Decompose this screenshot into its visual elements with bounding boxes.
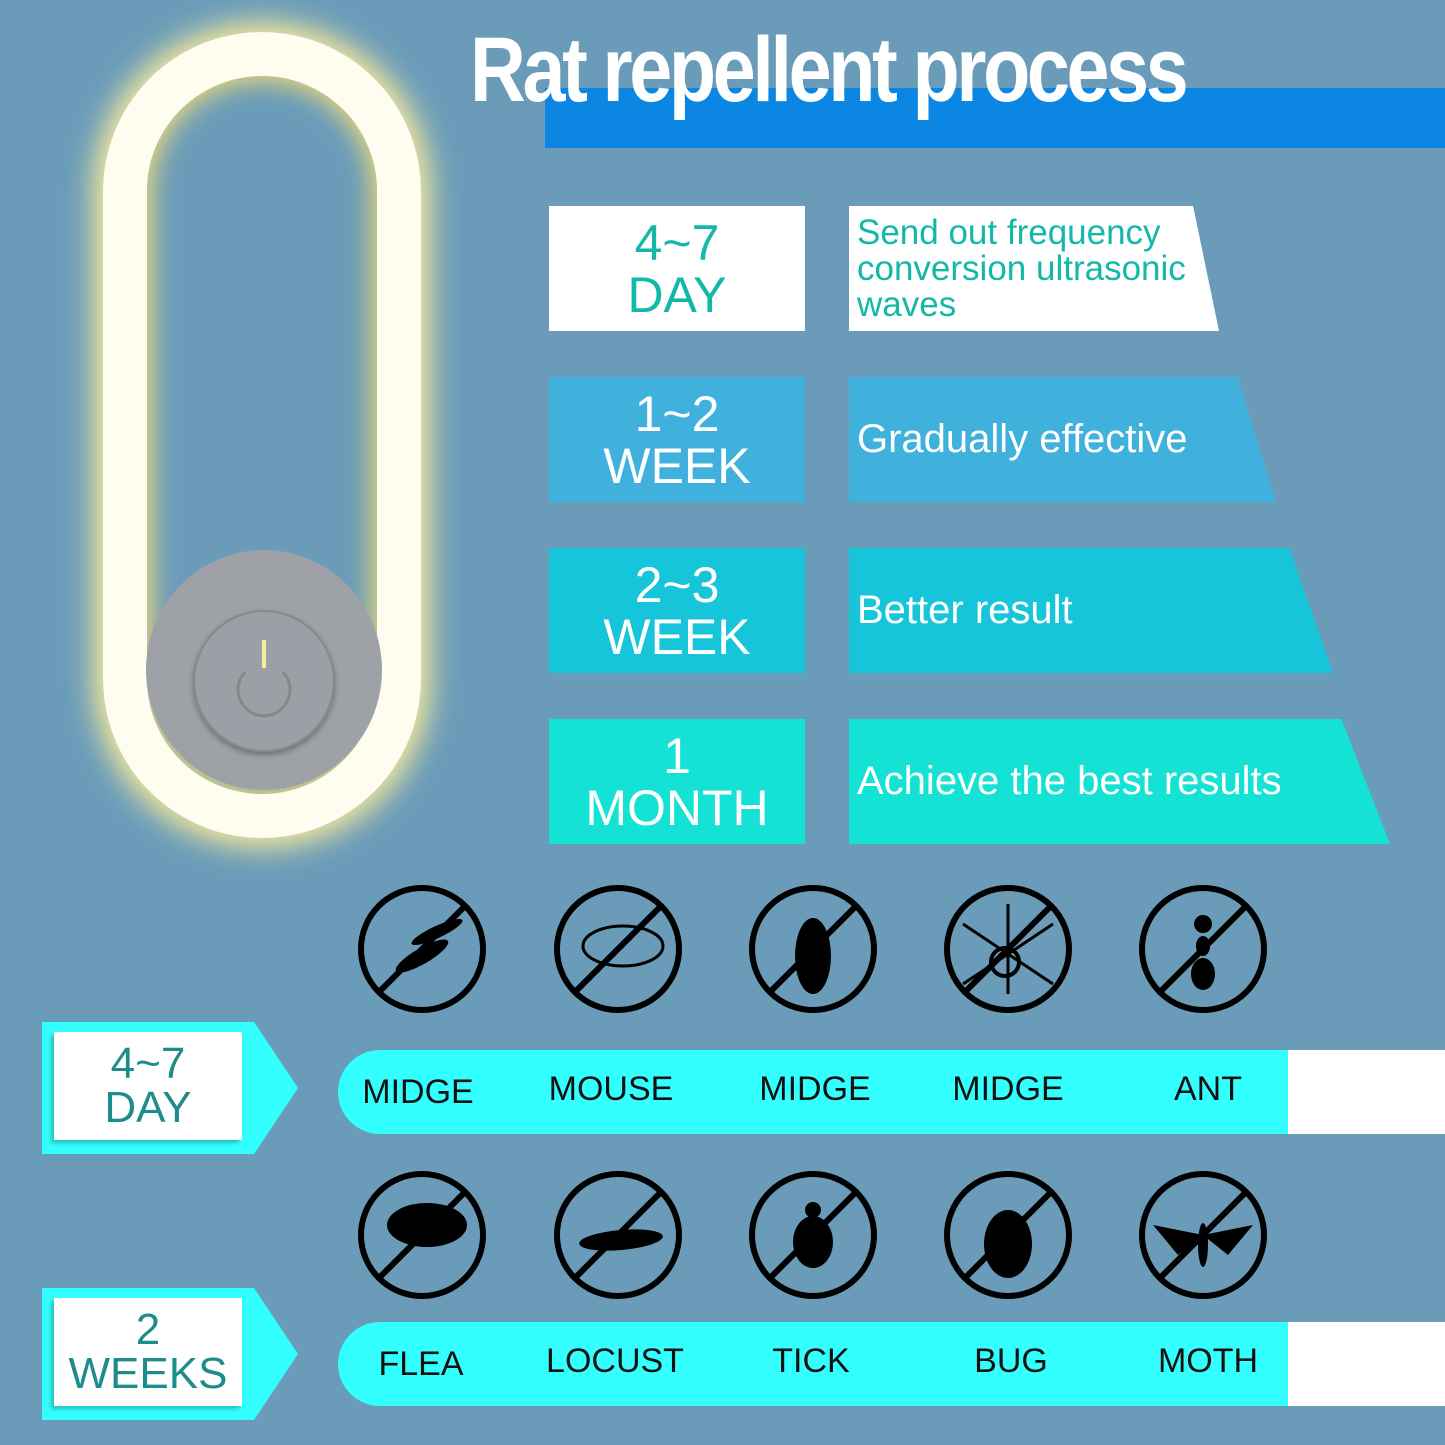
- page-title: Rat repellent process: [470, 19, 1189, 121]
- power-icon: [236, 640, 292, 718]
- pill-end: [1286, 1050, 1445, 1134]
- stage-description: Better result: [849, 548, 1333, 673]
- stage-time: 1~2 WEEK: [549, 377, 805, 502]
- pest-label: MOUSE: [548, 1070, 674, 1108]
- stage-description: Gradually effective: [849, 377, 1276, 502]
- tag-unit: WEEKS: [68, 1349, 228, 1398]
- no-ant-icon: [1138, 884, 1268, 1014]
- stage-time: 1 MONTH: [549, 719, 805, 844]
- pest-label: FLEA: [378, 1345, 464, 1383]
- no-moth-icon: [1138, 1170, 1268, 1300]
- group-time-tag: 4~7 DAY: [42, 1022, 298, 1154]
- pest-label: BUG: [974, 1342, 1048, 1380]
- pest-label: MIDGE: [952, 1070, 1064, 1108]
- no-spider-icon: [943, 884, 1073, 1014]
- stage-time: 2~3 WEEK: [549, 548, 805, 673]
- stage-time-unit: MONTH: [585, 779, 769, 836]
- stage-time-unit: WEEK: [603, 437, 751, 494]
- group-time-tag: 2 WEEKS: [42, 1288, 298, 1420]
- pest-label: MIDGE: [759, 1070, 871, 1108]
- tag-unit: DAY: [104, 1083, 192, 1132]
- stage-time-value: 4~7: [634, 214, 720, 271]
- title-bar: [545, 88, 1445, 148]
- repeller-device-light-ring: [103, 32, 421, 838]
- no-cockroach-icon: [748, 884, 878, 1014]
- pest-label: TICK: [772, 1342, 850, 1380]
- stage-time-value: 1: [663, 727, 691, 784]
- tag-value: 4~7: [110, 1039, 186, 1088]
- no-mouse-icon: [553, 884, 683, 1014]
- no-locust-icon: [553, 1170, 683, 1300]
- no-flea-icon: [357, 1170, 487, 1300]
- stage-description: Achieve the best results: [849, 719, 1390, 844]
- no-mosquito-icon: [357, 884, 487, 1014]
- pest-label-bar: FLEA LOCUST TICK BUG MOTH: [338, 1322, 1288, 1406]
- stage-time-value: 2~3: [634, 556, 720, 613]
- stage-time-value: 1~2: [634, 385, 720, 442]
- power-button: [193, 610, 335, 752]
- pest-label-bar: MIDGE MOUSE MIDGE MIDGE ANT: [338, 1050, 1288, 1134]
- stage-time-unit: DAY: [627, 266, 727, 323]
- pest-label: LOCUST: [546, 1342, 684, 1380]
- pill-end: [1286, 1322, 1445, 1406]
- pest-label: MOTH: [1157, 1342, 1259, 1380]
- stage-time: 4~7 DAY: [549, 206, 805, 331]
- stage-description: Send out frequency conversion ultrasonic…: [849, 206, 1219, 331]
- pest-label: MIDGE: [362, 1073, 474, 1111]
- stage-time-unit: WEEK: [603, 608, 751, 665]
- no-bug-icon: [943, 1170, 1073, 1300]
- tag-value: 2: [135, 1305, 161, 1354]
- no-tick-icon: [748, 1170, 878, 1300]
- pest-label: ANT: [1174, 1070, 1242, 1108]
